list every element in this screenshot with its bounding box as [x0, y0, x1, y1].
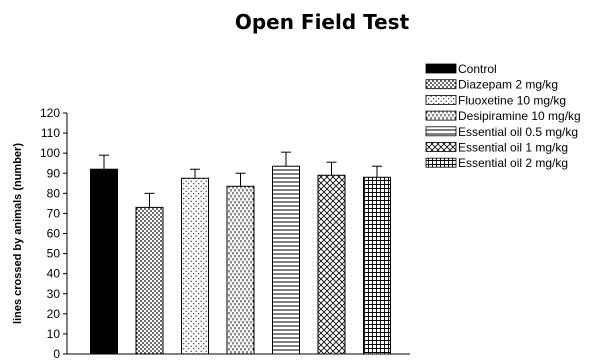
bar-essential-oil-1-mg-kg: [317, 174, 346, 355]
y-tick-label-110: 110: [41, 126, 60, 140]
chart-title: Open Field Test: [234, 10, 410, 34]
legend-swatch-5: [425, 142, 457, 152]
legend-label-3: Desipiramine 10 mg/kg: [458, 109, 581, 123]
y-tick-label-60: 60: [47, 227, 61, 241]
bar-essential-oil-0-5-mg-kg: [272, 165, 300, 355]
y-tick-label-20: 20: [47, 307, 61, 321]
error-bars-group: [99, 151, 382, 208]
legend-label-6: Essential oil 2 mg/kg: [458, 156, 568, 170]
bar-diazepam-2-mg-kg: [135, 206, 164, 355]
y-tick-label-40: 40: [47, 267, 61, 281]
legend-swatch-0: [425, 63, 457, 74]
legend-swatch-6: [425, 157, 457, 168]
legend-label-0: Control: [458, 62, 497, 76]
legend-swatch-4: [425, 126, 457, 137]
legend-label-2: Fluoxetine 10 mg/kg: [458, 93, 566, 107]
y-tick-label-80: 80: [47, 186, 61, 200]
legend-swatch-2: [425, 95, 457, 105]
bars-group: [90, 165, 391, 355]
bar-control: [90, 168, 118, 355]
y-tick-label-30: 30: [47, 287, 61, 301]
y-tick-label-100: 100: [40, 146, 60, 160]
legend-swatch-3: [425, 110, 457, 121]
y-tick-label-50: 50: [47, 247, 61, 261]
y-axis-group: 0 10 20 30 40 50 60 70 80 90 100 110 120 lines crosse…: [12, 106, 410, 360]
bar-essential-oil-2-mg-kg: [363, 176, 391, 355]
bar-fluoxetine-10-mg-kg: [181, 177, 209, 355]
y-tick-label-0: 0: [53, 347, 60, 360]
bar-desipiramine-10-mg-kg: [226, 185, 255, 355]
y-tick-label-70: 70: [47, 206, 61, 220]
y-tick-label-10: 10: [47, 327, 61, 341]
legend-label-5: Essential oil 1 mg/kg: [458, 141, 568, 155]
y-tick-label-90: 90: [47, 166, 61, 180]
legend-label-1: Diazepam 2 mg/kg: [458, 78, 558, 92]
y-tick-label-120: 120: [40, 106, 60, 120]
y-axis-title: lines crossed by animals (number): [12, 143, 24, 324]
legend-swatch-1: [425, 79, 457, 90]
legend-label-4: Essential oil 0.5 mg/kg: [458, 125, 578, 139]
